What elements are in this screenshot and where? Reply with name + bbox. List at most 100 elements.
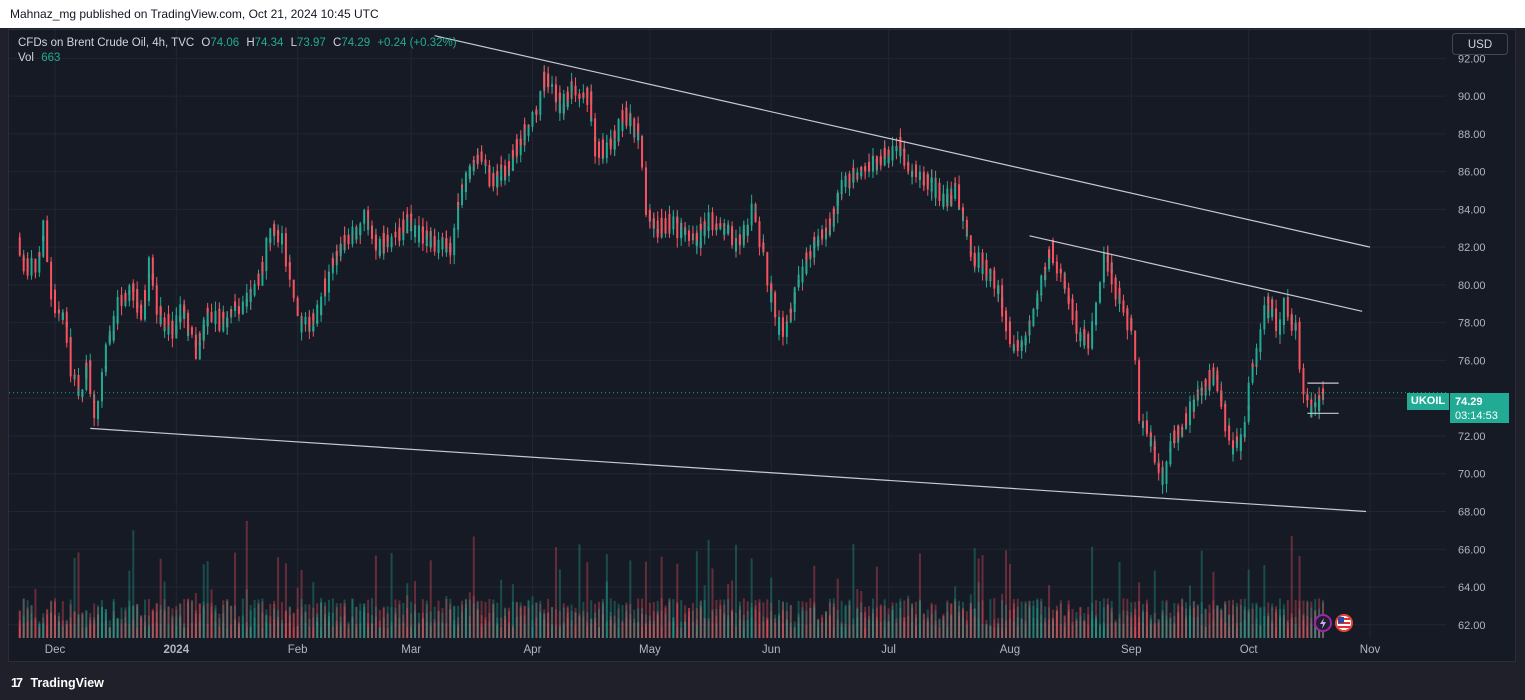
volume-bar (179, 603, 182, 638)
volume-bar (1243, 609, 1246, 638)
chart-pane[interactable] (8, 29, 1516, 662)
volume-bar (813, 604, 816, 638)
volume-bar (382, 627, 385, 638)
candle-body (942, 194, 945, 207)
volume-bar (1016, 617, 1019, 638)
volume-bar (770, 611, 773, 638)
volume-bar (989, 625, 992, 638)
volume-bar (261, 598, 264, 638)
currency-button[interactable]: USD (1452, 33, 1508, 55)
candle-body (144, 290, 147, 302)
volume-bar (398, 604, 401, 638)
candle-body (738, 234, 741, 246)
candle-body (18, 250, 21, 256)
volume-bar (437, 621, 440, 638)
volume-bar (73, 557, 76, 638)
volume-bar (1048, 585, 1051, 638)
volume-bar (492, 604, 495, 638)
volume-bar (57, 612, 60, 638)
volume-bar (1122, 610, 1125, 638)
candle-body (1095, 302, 1098, 308)
volume-bar (958, 605, 961, 638)
footer-brand[interactable]: 17 TradingView (11, 676, 104, 690)
lightning-icon[interactable] (1314, 614, 1332, 632)
candle-body (1200, 394, 1203, 396)
volume-bar (1130, 617, 1133, 638)
volume-bar (104, 609, 107, 638)
volume-bar (954, 586, 957, 638)
volume-bar (840, 621, 843, 638)
volume-bar (245, 520, 248, 638)
volume-bar (187, 599, 190, 638)
volume-bar (801, 607, 804, 638)
volume-bar (1165, 602, 1168, 638)
candle-body (433, 236, 436, 252)
volume-bar (832, 627, 835, 638)
candle-body (1224, 412, 1227, 432)
candle-body (50, 269, 53, 286)
candle-body (374, 234, 377, 251)
volume-bar (265, 609, 268, 638)
volume-bar (1267, 613, 1270, 638)
candle-body (727, 226, 730, 228)
candle-body (1055, 269, 1058, 274)
candle-body (1271, 299, 1274, 301)
volume-bar (351, 598, 354, 638)
volume-bar (65, 621, 68, 638)
volume-bar (1255, 604, 1258, 638)
volume-bar (723, 615, 726, 638)
volume-bar (801, 623, 804, 638)
candle-body (343, 235, 346, 240)
candle-body (981, 252, 984, 272)
volume-bar (875, 619, 878, 638)
candle-body (320, 305, 323, 316)
volume-bar (1063, 622, 1066, 638)
candle-body (891, 151, 894, 161)
lower-channel-line[interactable] (90, 427, 1367, 513)
volume-bar (1032, 617, 1035, 638)
volume-bar (809, 598, 812, 638)
volume-bar (1271, 603, 1274, 638)
volume-bar (1048, 624, 1051, 638)
volume-bar (558, 625, 561, 638)
candle-body (1059, 271, 1062, 273)
volume-bar (930, 625, 933, 638)
volume-bar (997, 624, 1000, 638)
volume-bar (100, 607, 103, 638)
candle-body (594, 136, 597, 157)
volume-bar (496, 602, 499, 638)
volume-bar (934, 604, 937, 638)
us-flag-icon[interactable] (1335, 614, 1353, 632)
volume-bar (629, 613, 632, 638)
volume-bar (519, 605, 522, 638)
volume-bar (711, 568, 714, 638)
candle-body (402, 228, 405, 233)
volume-bar (472, 596, 475, 638)
volume-bar (981, 600, 984, 638)
volume-bar (1134, 627, 1137, 638)
volume-bar (789, 605, 792, 638)
candle-body (1098, 290, 1101, 295)
volume-bar (210, 589, 213, 638)
volume-bar (441, 622, 444, 638)
volume-bar (1142, 622, 1145, 638)
volume-bar (1200, 550, 1203, 638)
volume-bar (38, 623, 41, 638)
volume-bar (1290, 617, 1293, 638)
candle-body (828, 219, 831, 225)
inner-resistance-line[interactable] (1029, 235, 1363, 312)
volume-bar (371, 622, 374, 638)
candle-body (1145, 428, 1148, 435)
volume-bar (875, 607, 878, 638)
upper-channel-line[interactable] (434, 35, 1371, 248)
candle-body (750, 203, 753, 210)
volume-bar (194, 623, 197, 638)
volume-bar (198, 603, 201, 638)
volume-bar (374, 616, 377, 638)
candle-body (378, 247, 381, 256)
volume-bar (1153, 612, 1156, 638)
volume-bar (304, 611, 307, 638)
volume-bar (151, 611, 154, 638)
candle-body (417, 226, 420, 243)
